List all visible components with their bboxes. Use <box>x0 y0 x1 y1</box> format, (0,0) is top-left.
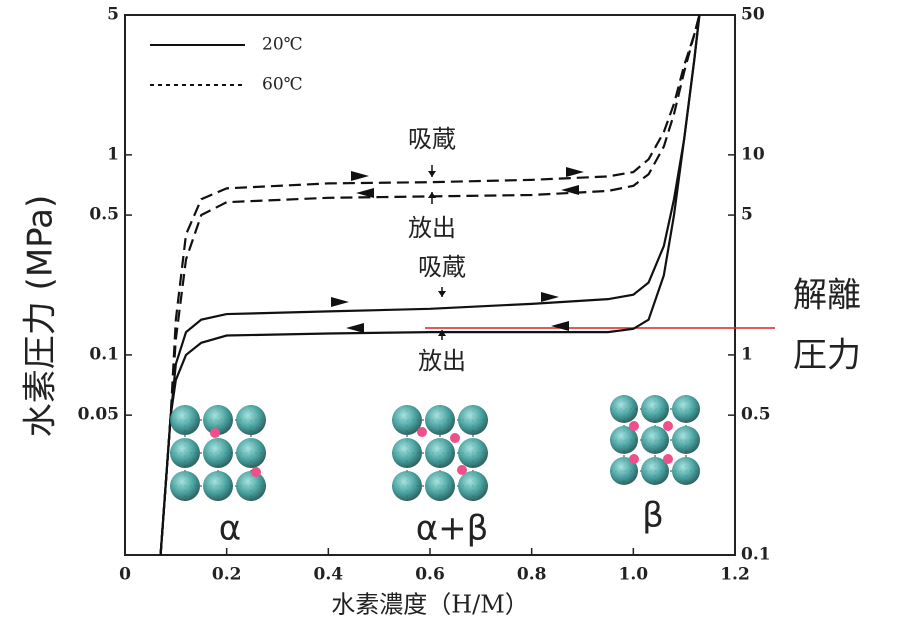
metal-atom <box>672 395 700 423</box>
chart: 水素圧力 (MPa) 水素濃度（H/M） 解離 圧力 0 0.2 0.4 0.6 0.8… <box>0 0 898 624</box>
x-tick-label: 0.2 <box>212 565 242 585</box>
hydrogen-atom <box>663 454 673 464</box>
metal-atom <box>458 405 488 435</box>
annotation-arrowhead <box>438 291 446 297</box>
metal-atom <box>641 426 669 454</box>
hydrogen-atom <box>417 427 427 437</box>
y-tick-label: 0.05 <box>78 405 119 425</box>
metal-atom <box>392 471 422 501</box>
flow-arrow <box>541 292 559 302</box>
legend-label: 60℃ <box>262 75 303 95</box>
flow-arrow <box>331 297 349 307</box>
annotation: 放出 <box>408 214 456 242</box>
metal-atom <box>203 471 233 501</box>
y2-tick-label: 50 <box>741 5 765 25</box>
annotation-arrowhead <box>428 171 436 177</box>
hydrogen-atom <box>251 467 261 477</box>
y-tick-label: 5 <box>107 5 119 25</box>
metal-atom <box>170 471 200 501</box>
y-axis-label: 水素圧力 (MPa) <box>21 195 61 437</box>
side-label: 圧力 <box>793 336 861 376</box>
y2-tick-label: 5 <box>741 205 753 225</box>
flow-arrow <box>551 321 569 331</box>
side-label: 解離 <box>793 276 861 316</box>
metal-atom <box>236 438 266 468</box>
hydrogen-atom <box>629 454 639 464</box>
y2-tick-label: 0.5 <box>741 405 771 425</box>
metal-atom <box>392 438 422 468</box>
annotation: 吸蔵 <box>408 125 456 153</box>
hydrogen-atom <box>210 428 220 438</box>
x-tick-label: 1.0 <box>619 565 649 585</box>
metal-atom <box>425 471 455 501</box>
x-tick-label: 0 <box>119 565 131 585</box>
annotation-arrowhead <box>428 192 436 198</box>
phase-label: α <box>219 509 241 549</box>
phase-label: α+β <box>416 509 489 549</box>
y2-tick-label: 1 <box>741 344 753 364</box>
flow-arrow <box>346 323 364 333</box>
metal-atom <box>458 471 488 501</box>
hydrogen-atom <box>629 421 639 431</box>
metal-atom <box>641 395 669 423</box>
metal-atom <box>203 438 233 468</box>
hydrogen-atom <box>450 433 460 443</box>
x-axis-label: 水素濃度（H/M） <box>331 591 529 619</box>
annotation: 吸蔵 <box>418 253 466 281</box>
y2-tick-label: 10 <box>741 144 765 164</box>
metal-atom <box>170 405 200 435</box>
annotation: 放出 <box>418 347 466 375</box>
x-tick-label: 0.6 <box>415 565 445 585</box>
metal-atom <box>170 438 200 468</box>
x-tick-label: 0.8 <box>517 565 547 585</box>
hydrogen-atom <box>663 421 673 431</box>
y2-tick-label: 0.1 <box>741 545 771 565</box>
y-tick-label: 0.5 <box>89 205 119 225</box>
flow-arrow <box>351 171 369 181</box>
metal-atom <box>672 426 700 454</box>
metal-atom <box>236 471 266 501</box>
phase-label: β <box>642 496 664 536</box>
flow-arrow <box>566 167 584 177</box>
metal-atom <box>236 405 266 435</box>
x-tick-label: 0.4 <box>314 565 344 585</box>
hydrogen-atom <box>457 465 467 475</box>
y-tick-label: 1 <box>107 144 119 164</box>
y-tick-label: 0.1 <box>89 344 119 364</box>
x-tick-label: 1.2 <box>720 565 750 585</box>
metal-atom <box>672 457 700 485</box>
metal-atom <box>610 395 638 423</box>
metal-atom <box>425 438 455 468</box>
metal-atom <box>458 438 488 468</box>
legend-label: 20℃ <box>262 35 303 55</box>
metal-atom <box>425 405 455 435</box>
